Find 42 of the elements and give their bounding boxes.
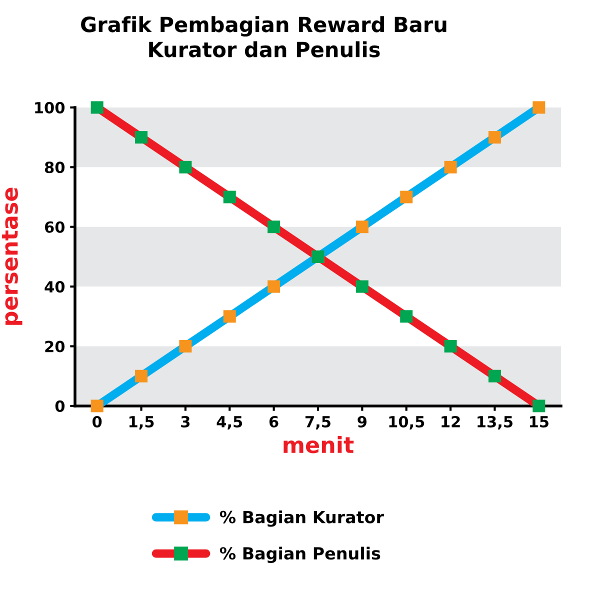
point — [179, 340, 192, 353]
legend-label: % Bagian Penulis — [220, 546, 380, 564]
point — [356, 220, 368, 234]
point — [444, 340, 457, 353]
x-tick-label: 0 — [92, 416, 102, 428]
point — [400, 190, 413, 204]
x-tick-label: 12 — [442, 416, 460, 428]
point — [268, 280, 280, 293]
y-tick-label: 40 — [44, 281, 65, 293]
x-tick-label: 10,5 — [389, 416, 424, 430]
x-tick-label: 6 — [269, 416, 278, 428]
point — [135, 370, 148, 382]
point — [444, 160, 457, 174]
x-tick-label: 4,5 — [216, 416, 242, 430]
point — [90, 400, 104, 412]
x-tick-label: 9 — [358, 416, 367, 428]
point — [356, 280, 368, 293]
point — [179, 160, 192, 174]
y-tick-label: 60 — [44, 221, 65, 233]
chart-title: Grafik Pembagian Reward Baru Kurator dan Penulis — [81, 16, 446, 58]
x-tick-label: 15 — [530, 416, 548, 428]
point — [532, 101, 546, 114]
point — [135, 131, 148, 144]
legend-label: % Bagian Kurator — [220, 510, 384, 527]
point — [268, 220, 280, 234]
x-tick-label: 1,5 — [129, 416, 154, 430]
x-tick-label: 7,5 — [305, 416, 330, 430]
y-tick-label: 100 — [35, 102, 65, 114]
point — [400, 310, 413, 323]
y-axis-title: persentase — [2, 188, 22, 325]
point — [223, 310, 236, 323]
x-axis-title: menit — [284, 436, 354, 454]
x-tick-label: 3 — [181, 416, 190, 428]
y-tick-label: 80 — [44, 162, 65, 174]
point — [90, 101, 104, 114]
x-tick-label: 13,5 — [478, 416, 513, 430]
point — [488, 370, 501, 382]
point — [223, 190, 236, 204]
point — [488, 131, 501, 144]
y-tick-label: 20 — [45, 340, 65, 352]
y-tick-label: 0 — [55, 400, 65, 412]
point — [532, 400, 546, 412]
